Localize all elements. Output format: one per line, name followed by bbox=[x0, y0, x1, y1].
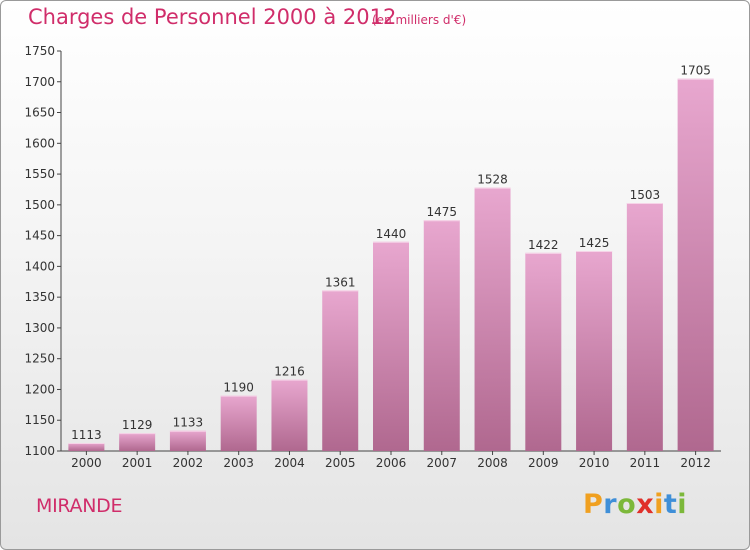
y-tick-label: 1400 bbox=[24, 259, 55, 273]
x-tick-label: 2012 bbox=[680, 456, 711, 470]
bar bbox=[68, 443, 105, 451]
x-tick-label: 2005 bbox=[325, 456, 356, 470]
logo-letter: i bbox=[677, 489, 688, 520]
data-label: 1113 bbox=[71, 428, 102, 442]
bar bbox=[677, 78, 714, 451]
y-tick-label: 1100 bbox=[24, 444, 55, 458]
y-tick-label: 1700 bbox=[24, 75, 55, 89]
data-label: 1705 bbox=[680, 64, 711, 78]
x-tick-label: 2003 bbox=[223, 456, 254, 470]
bar bbox=[474, 187, 511, 451]
y-tick-label: 1450 bbox=[24, 229, 55, 243]
logo-letter: t bbox=[663, 489, 678, 520]
x-tick-label: 2009 bbox=[528, 456, 559, 470]
y-tick-label: 1350 bbox=[24, 290, 55, 304]
x-tick-label: 2006 bbox=[376, 456, 407, 470]
data-label: 1422 bbox=[528, 238, 559, 252]
data-label: 1425 bbox=[579, 236, 610, 250]
y-tick-label: 1250 bbox=[24, 352, 55, 366]
bar bbox=[576, 251, 613, 451]
data-label: 1361 bbox=[325, 275, 356, 289]
x-tick-label: 2007 bbox=[426, 456, 457, 470]
data-label: 1503 bbox=[630, 188, 661, 202]
data-label: 1216 bbox=[274, 365, 305, 379]
bar bbox=[525, 252, 562, 451]
bar bbox=[169, 430, 206, 451]
chart-subtitle: (en milliers d'€) bbox=[372, 13, 467, 27]
y-tick-label: 1300 bbox=[24, 321, 55, 335]
y-tick-label: 1550 bbox=[24, 167, 55, 181]
y-tick-label: 1750 bbox=[24, 44, 55, 58]
x-tick-label: 2008 bbox=[477, 456, 508, 470]
x-tick-label: 2002 bbox=[173, 456, 204, 470]
y-tick-label: 1200 bbox=[24, 382, 55, 396]
logo-letter: o bbox=[617, 489, 637, 520]
bar bbox=[119, 433, 156, 451]
y-tick-label: 1500 bbox=[24, 198, 55, 212]
commune-name: MIRANDE bbox=[36, 495, 123, 517]
data-label: 1528 bbox=[477, 173, 508, 187]
x-tick-label: 2010 bbox=[579, 456, 610, 470]
x-tick-label: 2001 bbox=[122, 456, 153, 470]
x-tick-label: 2004 bbox=[274, 456, 305, 470]
logo-letter: P bbox=[583, 489, 604, 520]
bar bbox=[220, 395, 257, 451]
chart-title: Charges de Personnel 2000 à 2012 bbox=[28, 5, 397, 29]
bar bbox=[271, 379, 308, 451]
bar bbox=[373, 241, 409, 451]
data-label: 1475 bbox=[426, 205, 457, 219]
data-label: 1440 bbox=[376, 227, 407, 241]
proxiti-logo: Proxiti bbox=[583, 489, 687, 520]
y-tick-label: 1650 bbox=[24, 106, 55, 120]
bar bbox=[423, 220, 460, 451]
y-tick-label: 1150 bbox=[24, 413, 55, 427]
logo-letter: i bbox=[654, 489, 664, 520]
data-label: 1133 bbox=[173, 416, 204, 430]
y-tick-label: 1600 bbox=[24, 136, 55, 150]
logo-letter: r bbox=[603, 489, 618, 520]
x-tick-label: 2011 bbox=[630, 456, 661, 470]
bar bbox=[626, 203, 663, 451]
bar bbox=[322, 290, 359, 451]
data-label: 1129 bbox=[122, 418, 153, 432]
logo-letter: x bbox=[636, 489, 655, 520]
data-label: 1190 bbox=[223, 381, 254, 395]
x-tick-label: 2000 bbox=[71, 456, 102, 470]
